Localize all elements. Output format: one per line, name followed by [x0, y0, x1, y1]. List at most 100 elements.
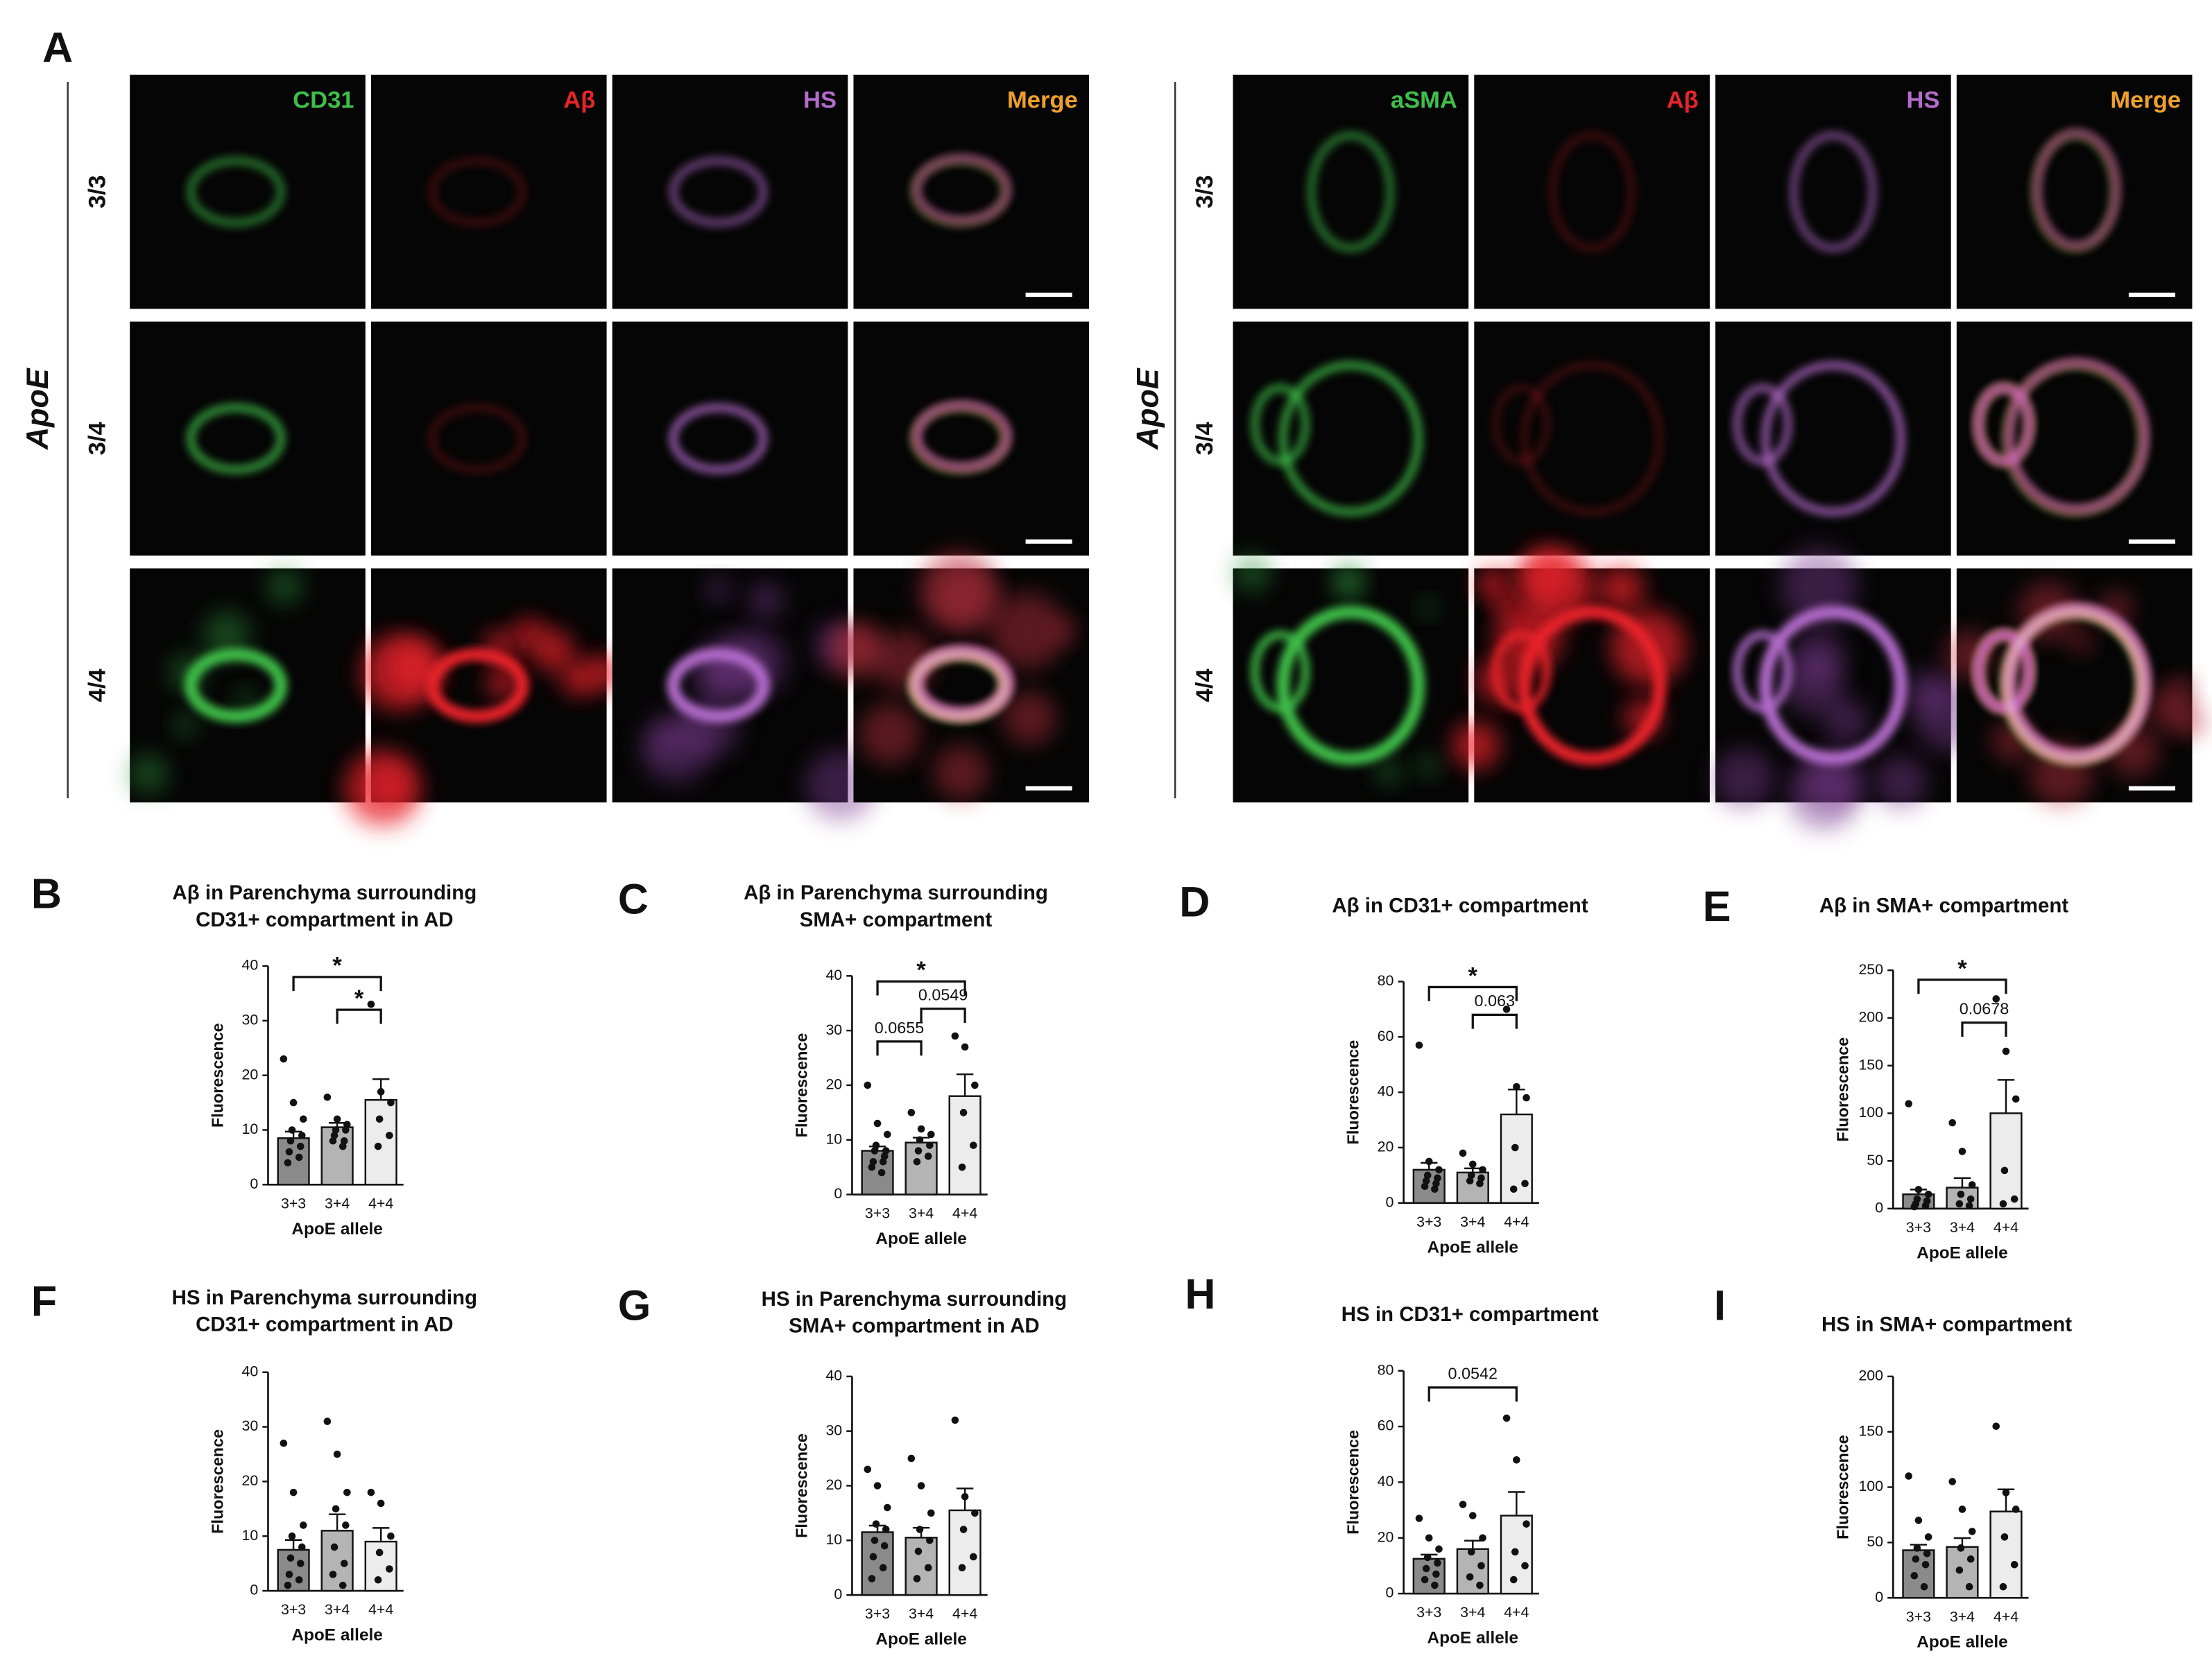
vessel-ring: [2033, 128, 2121, 250]
y-axis-label: Fluorescence: [1344, 1430, 1362, 1535]
micrograph-background: [130, 74, 366, 309]
data-point: [883, 1503, 891, 1512]
significance-bracket: [1961, 1021, 2007, 1037]
data-point: [1968, 1181, 1976, 1189]
data-point: [280, 1055, 288, 1063]
chart-title: CD31+ compartment in AD: [196, 1313, 453, 1336]
data-point: [2010, 1560, 2018, 1569]
x-tick-label: 4+4: [1504, 1604, 1529, 1621]
data-point: [367, 1488, 375, 1496]
stain-haze: [266, 568, 303, 605]
data-point: [916, 1136, 924, 1144]
data-point: [298, 1543, 306, 1551]
data-point: [970, 1553, 977, 1561]
micrograph-background: [1956, 321, 2193, 556]
vessel-ring: [1761, 361, 1905, 517]
chart-title: SMA+ compartment in AD: [789, 1314, 1040, 1337]
data-point: [2000, 1533, 2009, 1541]
y-tick-label: 40: [241, 957, 258, 974]
data-point: [296, 1560, 305, 1567]
vessel-ring: [1491, 630, 1552, 713]
stain-haze: [1375, 759, 1402, 785]
vessel-ring: [1733, 630, 1792, 713]
data-point: [871, 1537, 879, 1544]
y-axis-label: Fluorescence: [208, 1023, 226, 1128]
data-point: [1921, 1560, 1930, 1569]
data-point: [1913, 1544, 1921, 1552]
error-bar: [1464, 1167, 1482, 1173]
y-tick-label: 40: [1378, 1083, 1394, 1100]
data-point: [298, 1132, 306, 1139]
data-point: [1468, 1512, 1477, 1519]
bar: [277, 1548, 310, 1592]
data-point: [961, 1043, 969, 1051]
data-point: [332, 1505, 340, 1513]
data-point: [1948, 1119, 1957, 1127]
data-point: [284, 1159, 292, 1167]
data-point: [288, 1126, 296, 1134]
data-point: [883, 1130, 891, 1139]
data-point: [374, 1142, 382, 1150]
chart-title: HS in Parenchyma surrounding: [762, 1288, 1067, 1311]
data-point: [1415, 1515, 1423, 1522]
bar: [277, 1137, 310, 1186]
y-tick-label: 10: [825, 1130, 842, 1147]
stain-haze: [1713, 748, 1774, 809]
x-axis-label: ApoE allele: [1427, 1629, 1518, 1648]
data-point: [1910, 1571, 1919, 1580]
data-point: [1924, 1533, 1932, 1541]
y-tick-label: 60: [1378, 1417, 1394, 1434]
vessel-ring: [913, 400, 1012, 472]
micrograph: [1944, 568, 2206, 807]
y-tick-label: 30: [241, 1417, 258, 1434]
data-point: [959, 1526, 968, 1533]
data-point: [342, 1126, 350, 1134]
data-point: [872, 1520, 880, 1528]
micrograph-background: [130, 568, 366, 803]
data-point: [1466, 1177, 1474, 1185]
data-point: [1421, 1576, 1429, 1584]
data-point: [2012, 1095, 2020, 1103]
data-point: [387, 1098, 395, 1107]
data-point: [2010, 1195, 2018, 1203]
data-point: [338, 1142, 347, 1150]
y-tick-label: 250: [1858, 961, 1883, 978]
micrograph: Merge: [1956, 74, 2193, 309]
stain-haze: [1782, 653, 1845, 716]
data-point: [1966, 1555, 1975, 1563]
vessel-ring: [1548, 131, 1636, 253]
y-axis-label: Fluorescence: [1833, 1435, 1851, 1539]
stain-haze: [859, 702, 921, 765]
panel-label: H: [1185, 1270, 1215, 1318]
data-point: [1425, 1534, 1433, 1542]
error-bar: [284, 1539, 302, 1550]
significance-label: *: [1468, 963, 1478, 989]
stain-haze: [1517, 546, 1575, 604]
x-tick-label: 3+3: [1416, 1604, 1441, 1621]
x-axis-label: ApoE allele: [291, 1626, 382, 1645]
vessel-ring: [1491, 383, 1552, 466]
stain-haze: [486, 666, 520, 699]
data-point: [1431, 1185, 1439, 1193]
data-point: [877, 1168, 886, 1177]
stain-haze: [2068, 630, 2093, 655]
data-point: [1923, 1550, 1931, 1557]
y-tick-label: 40: [825, 967, 842, 983]
vessel-ring: [1974, 383, 2034, 466]
x-tick-label: 3+4: [1950, 1608, 1975, 1625]
micrograph: CD31: [130, 74, 366, 309]
row-label: 4/4: [85, 668, 111, 702]
data-point: [1955, 1200, 1964, 1208]
data-point: [1521, 1562, 1529, 1570]
significance-bracket: [1427, 1386, 1518, 1402]
micrograph-background: [130, 321, 366, 556]
data-point: [295, 1576, 303, 1584]
data-point: [917, 1482, 925, 1490]
micrograph-background: [1474, 74, 1710, 309]
bar: [320, 1530, 354, 1592]
data-point: [1523, 1520, 1530, 1528]
data-point: [1523, 1094, 1530, 1102]
micrograph-background: [612, 321, 848, 556]
vessel-ring: [913, 153, 1012, 225]
